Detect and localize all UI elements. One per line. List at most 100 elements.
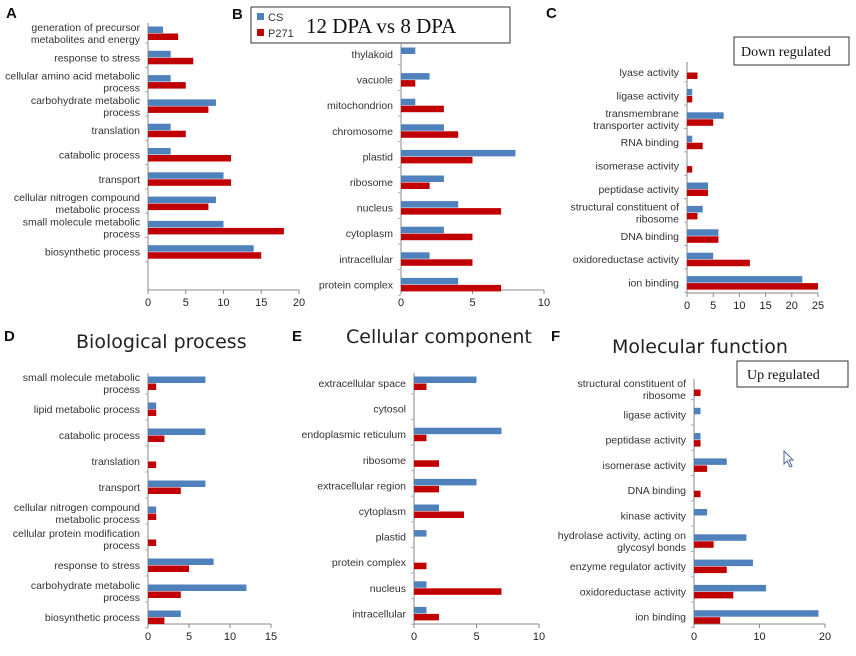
category-label: extracellular space xyxy=(318,378,406,390)
bar-cs xyxy=(148,123,171,131)
bar-p271 xyxy=(148,106,209,113)
bar-cs xyxy=(694,458,727,465)
x-tick-label: 10 xyxy=(753,631,765,643)
bar-p271 xyxy=(148,203,209,211)
category-label: cellular protein modification xyxy=(13,528,140,540)
x-tick-label: 10 xyxy=(217,297,229,309)
down-regulated-label: Down regulated xyxy=(741,45,831,60)
category-label: metabolic process xyxy=(55,204,140,216)
bar-cs xyxy=(401,175,444,182)
x-tick-label: 10 xyxy=(533,631,545,643)
bar-p271 xyxy=(401,131,459,138)
bar-cs xyxy=(148,584,247,591)
category-label: generation of precursor xyxy=(31,22,140,34)
legend-label-p271: P271 xyxy=(268,28,294,40)
category-label: process xyxy=(103,540,140,552)
bar-cs xyxy=(414,376,477,383)
category-label: RNA binding xyxy=(621,137,680,149)
category-label: transporter activity xyxy=(593,120,680,132)
category-label: small molecule metabolic xyxy=(23,372,140,384)
bar-p271 xyxy=(414,613,439,621)
bar-cs xyxy=(148,480,206,487)
bar-cs xyxy=(694,407,701,415)
bar-p271 xyxy=(687,189,708,196)
bar-cs xyxy=(148,99,216,106)
category-label: isomerase activity xyxy=(603,460,687,472)
mouse-cursor-icon xyxy=(783,449,795,468)
bar-cs xyxy=(687,112,724,119)
chart-panel-c: 0 5 10 15 20 25 lyase activity ligase activity t… xyxy=(570,62,824,312)
bar-p271 xyxy=(148,487,181,494)
x-tick-label: 10 xyxy=(733,300,745,312)
bar-p271 xyxy=(694,389,701,396)
category-label: catabolic process xyxy=(59,150,140,162)
bar-cs xyxy=(414,504,439,511)
bar-cs xyxy=(401,47,416,54)
panel-label-a: A xyxy=(6,5,17,22)
bar-cs xyxy=(687,252,714,260)
comparison-title: 12 DPA vs 8 DPA xyxy=(306,14,457,38)
panel-label-c: C xyxy=(546,5,557,22)
bar-p271 xyxy=(401,156,473,164)
category-label: ribosome xyxy=(350,177,393,189)
category-label: process xyxy=(103,592,140,604)
bar-cs xyxy=(694,534,747,541)
chart-panel-a: 0 5 10 15 20 generation of precursormetabolit… xyxy=(5,22,305,309)
bar-p271 xyxy=(148,252,262,259)
bar-cs xyxy=(694,610,819,617)
category-label: ion binding xyxy=(628,278,679,290)
category-label: glycosyl bonds xyxy=(617,542,686,554)
category-label: peptidase activity xyxy=(605,435,686,447)
category-label: nucleus xyxy=(357,203,393,215)
category-label: ion binding xyxy=(635,612,686,624)
bar-p271 xyxy=(414,434,427,442)
bar-cs xyxy=(401,201,459,208)
bar-cs xyxy=(414,427,502,435)
bar-cs xyxy=(148,506,157,513)
category-label: translation xyxy=(92,456,141,468)
category-label: transport xyxy=(99,482,141,494)
category-label: plastid xyxy=(363,151,394,163)
bar-cs xyxy=(401,98,416,106)
x-tick-label: 15 xyxy=(759,300,771,312)
bar-p271 xyxy=(401,80,416,87)
down-regulated-box xyxy=(733,36,850,66)
category-label: structural constituent of xyxy=(570,201,679,213)
category-label: carbohydrate metabolic xyxy=(31,95,140,107)
bar-cs xyxy=(401,252,430,259)
x-tick-label: 10 xyxy=(538,297,550,309)
category-label: protein complex xyxy=(332,557,407,569)
bar-p271 xyxy=(687,95,693,103)
bar-p271 xyxy=(401,284,502,292)
panel-label-e: E xyxy=(292,328,302,345)
bar-cs xyxy=(401,226,444,234)
bar-p271 xyxy=(687,236,719,243)
category-label: cellular amino acid metabolic xyxy=(5,71,140,83)
category-label: carbohydrate metabolic xyxy=(31,580,140,592)
x-tick-label: 0 xyxy=(145,631,151,643)
bar-cs xyxy=(687,135,693,143)
bar-p271 xyxy=(414,511,464,518)
category-label: protein complex xyxy=(319,279,394,291)
category-label: transport xyxy=(99,174,141,186)
category-label: hydrolase activity, acting on xyxy=(558,530,686,542)
bar-p271 xyxy=(414,383,427,390)
bar-cs xyxy=(148,50,171,58)
panel-label-d: D xyxy=(4,328,15,345)
category-label: ribosome xyxy=(636,213,679,225)
category-label: thylakoid xyxy=(352,49,394,61)
bar-p271 xyxy=(401,233,473,241)
bar-p271 xyxy=(401,208,502,215)
bar-p271 xyxy=(687,72,698,79)
bar-p271 xyxy=(148,565,189,572)
category-label: lyase activity xyxy=(619,67,679,79)
bar-cs xyxy=(694,584,767,592)
bar-p271 xyxy=(694,490,701,498)
category-label: cytosol xyxy=(373,404,406,416)
category-label: nucleus xyxy=(370,583,406,595)
up-regulated-label: Up regulated xyxy=(747,368,820,383)
x-tick-label: 5 xyxy=(186,631,192,643)
category-label: vacuole xyxy=(357,75,393,87)
bar-cs xyxy=(148,428,206,435)
x-tick-label: 0 xyxy=(411,631,417,643)
